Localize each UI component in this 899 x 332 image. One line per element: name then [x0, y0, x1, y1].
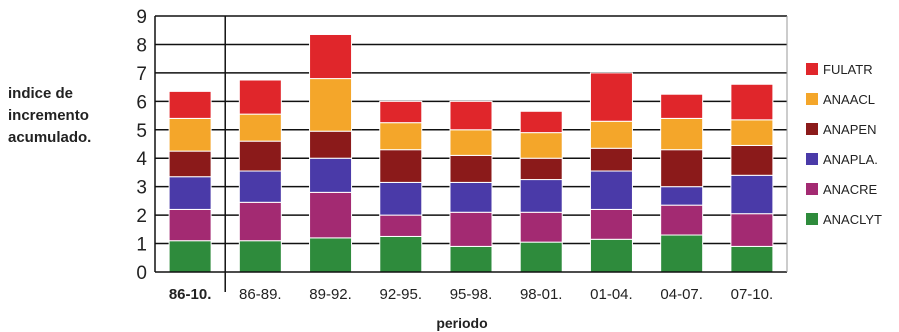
bar-segment-anapen: [168, 150, 212, 178]
y-tick-label: 1: [136, 235, 147, 256]
bar-segment-fulatr: [660, 93, 704, 119]
bar-segment-anaclyt: [309, 237, 353, 273]
y-axis-label: indice de incremento acumulado.: [8, 85, 91, 146]
bars: [168, 33, 774, 273]
bar-segment-anaacl: [660, 117, 704, 151]
bar-segment-anaclyt: [379, 235, 423, 273]
legend-label: ANAPLA.: [823, 152, 878, 167]
bar-segment-anapla: [168, 176, 212, 210]
y-tick-label: 7: [136, 64, 147, 85]
bar-segment-anaclyt: [238, 240, 282, 273]
x-tick-label: 92-95.: [380, 286, 423, 303]
bar-segment-anaacl: [589, 120, 633, 149]
bar-segment-fulatr: [379, 100, 423, 124]
bar-segment-anaacl: [519, 132, 563, 159]
bar-segment-anacre: [519, 211, 563, 243]
bar-segment-anacre: [379, 214, 423, 237]
bar-segment-anapen: [238, 140, 282, 172]
y-axis-label-line: acumulado.: [8, 129, 91, 146]
y-tick-label: 0: [136, 263, 147, 284]
legend-swatch: [806, 183, 818, 195]
x-tick-label: 86-89.: [239, 286, 282, 303]
bar-segment-anacre: [238, 201, 282, 242]
bar-segment-anapla: [449, 181, 493, 213]
legend-swatch: [806, 213, 818, 225]
bar-segment-fulatr: [449, 100, 493, 131]
bar-segment-anaclyt: [168, 240, 212, 273]
y-ticks: 0 1 2 3 4 5 6 7 8 9: [136, 7, 147, 284]
y-axis-label-line: indice de: [8, 85, 73, 102]
bar-segment-anapla: [238, 170, 282, 203]
bar-segment-anapen: [730, 144, 774, 176]
bar-segment-anacre: [589, 208, 633, 240]
bar-segment-fulatr: [519, 110, 563, 134]
bar-segment-fulatr: [168, 90, 212, 119]
bar-segment-fulatr: [238, 79, 282, 115]
bar-segment-fulatr: [589, 72, 633, 122]
legend-label: ANAACL: [823, 92, 875, 107]
legend-label: ANAPEN: [823, 122, 876, 137]
x-tick-label: 07-10.: [731, 286, 774, 303]
y-tick-label: 2: [136, 206, 147, 227]
bar-segment-fulatr: [309, 33, 353, 80]
bar-segment-anacre: [168, 208, 212, 242]
bar-segment-anapen: [309, 130, 353, 159]
bar-segment-anaacl: [379, 122, 423, 151]
bar-segment-anapla: [379, 181, 423, 216]
x-ticks: 86-10. 86-89. 89-92. 92-95. 95-98. 98-01. 01-0…: [169, 286, 773, 303]
bar-segment-anapen: [379, 149, 423, 183]
bar-segment-anapla: [309, 157, 353, 193]
legend-label: ANACRE: [823, 182, 878, 197]
bar-segment-anaclyt: [589, 238, 633, 273]
legend-label: FULATR: [823, 62, 873, 77]
bar-segment-anaacl: [730, 119, 774, 146]
bar-segment-anaclyt: [660, 234, 704, 273]
y-tick-label: 9: [136, 7, 147, 28]
x-tick-label: 95-98.: [450, 286, 493, 303]
bar-segment-anapen: [449, 154, 493, 183]
y-tick-label: 3: [136, 178, 147, 199]
legend-swatch: [806, 153, 818, 165]
legend-swatch: [806, 93, 818, 105]
axes: [154, 16, 788, 292]
bar-segment-anaacl: [168, 117, 212, 152]
x-tick-label: 01-04.: [590, 286, 633, 303]
x-axis-label: periodo: [436, 315, 487, 331]
x-tick-label: 89-92.: [309, 286, 352, 303]
bar-segment-anapen: [589, 147, 633, 172]
y-tick-label: 8: [136, 35, 147, 56]
bar-segment-anaacl: [449, 129, 493, 156]
y-tick-label: 4: [136, 149, 147, 170]
bar-segment-anapen: [519, 157, 563, 181]
bar-segment-anapla: [589, 170, 633, 210]
x-tick-label: 86-10.: [169, 286, 212, 303]
bar-segment-fulatr: [730, 83, 774, 121]
bar-segment-anaacl: [309, 78, 353, 132]
bar-segment-anaclyt: [449, 245, 493, 273]
bar-segment-anacre: [660, 204, 704, 236]
bar-segment-anapla: [519, 179, 563, 213]
legend-swatch: [806, 123, 818, 135]
legend-swatch: [806, 63, 818, 75]
bar-segment-anapen: [660, 149, 704, 188]
bar-segment-anaclyt: [730, 245, 774, 273]
bar-segment-anapla: [730, 174, 774, 215]
bar-segment-anacre: [730, 213, 774, 247]
bar-segment-anaacl: [238, 113, 282, 142]
legend-label: ANACLYT: [823, 212, 882, 227]
y-tick-label: 6: [136, 92, 147, 113]
x-tick-label: 04-07.: [660, 286, 703, 303]
y-axis-label-line: incremento: [8, 107, 89, 124]
x-tick-label: 98-01.: [520, 286, 563, 303]
bar-segment-anaclyt: [519, 241, 563, 273]
bar-segment-anacre: [449, 211, 493, 247]
y-tick-label: 5: [136, 121, 147, 142]
bar-segment-anacre: [309, 191, 353, 239]
bar-segment-anapla: [660, 186, 704, 206]
legend: FULATR ANAACL ANAPEN ANAPLA. ANACRE ANACLYT: [806, 62, 882, 227]
